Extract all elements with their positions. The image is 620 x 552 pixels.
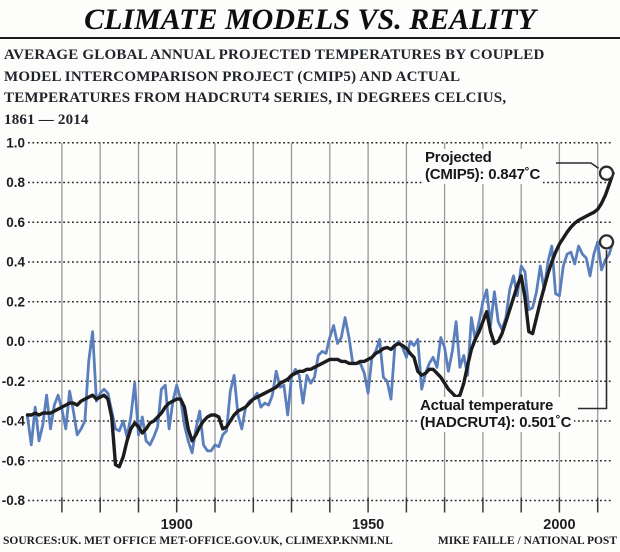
subtitle-line-2: MODEL INTERCOMPARISON PROJECT (CMIP5) AN… [4, 68, 461, 85]
projected-series-line [25, 171, 615, 469]
projected-callout-line [556, 162, 600, 170]
subtitle-line-4: 1861 — 2014 [4, 111, 89, 128]
actual-annotation-line2: (HADCRUT4): 0.501˚C [420, 414, 572, 431]
x-axis-tick-label: 2000 [543, 517, 575, 533]
page-title: CLIMATE MODELS VS. REALITY [84, 3, 536, 36]
subtitle-line-1: AVERAGE GLOBAL ANNUAL PROJECTED TEMPERAT… [4, 47, 545, 63]
y-axis-tick-label: -0.6 [2, 453, 26, 468]
actual-endpoint-marker [598, 234, 615, 250]
y-axis-tick-label: 1.0 [6, 135, 25, 150]
y-axis-tick-label: 0.6 [6, 215, 25, 230]
subtitle-line-3: TEMPERATURES FROM HADCRUT4 SERIES, IN DE… [4, 90, 507, 106]
sources-text: SOURCES:UK. MET OFFICE MET-OFFICE.GOV.UK… [3, 535, 393, 547]
actual-annotation: Actual temperature (HADCRUT4): 0.501˚C [418, 397, 575, 432]
y-axis-tick-label: -0.8 [2, 493, 26, 508]
actual-callout-line [578, 250, 608, 410]
x-axis-tick-label: 1950 [352, 517, 384, 533]
actual-series-line [26, 240, 615, 455]
chart-footer: SOURCES:UK. MET OFFICE MET-OFFICE.GOV.UK… [0, 535, 620, 547]
y-axis-tick-label: 0.4 [6, 255, 25, 270]
projected-annotation-line2: (CMIP5): 0.847˚C [425, 166, 541, 183]
y-axis-tick-label: 0.2 [6, 294, 25, 309]
x-axis-tick-label: 1900 [161, 517, 193, 533]
projected-annotation-line1: Projected [425, 149, 492, 166]
chart-subtitle: AVERAGE GLOBAL ANNUAL PROJECTED TEMPERAT… [4, 45, 604, 131]
title-divider [0, 37, 620, 39]
y-axis-tick-label: 0.0 [6, 334, 25, 349]
actual-annotation-line1: Actual temperature [420, 397, 554, 414]
y-axis-tick-label: -0.4 [2, 414, 26, 429]
projected-endpoint-marker [598, 165, 615, 181]
y-axis-tick-label: -0.2 [2, 374, 25, 389]
y-axis-tick-label: 0.8 [6, 175, 25, 190]
projected-annotation: Projected (CMIP5): 0.847˚C [423, 149, 544, 184]
credit-text: MIKE FAILLE / NATIONAL POST [437, 535, 617, 547]
